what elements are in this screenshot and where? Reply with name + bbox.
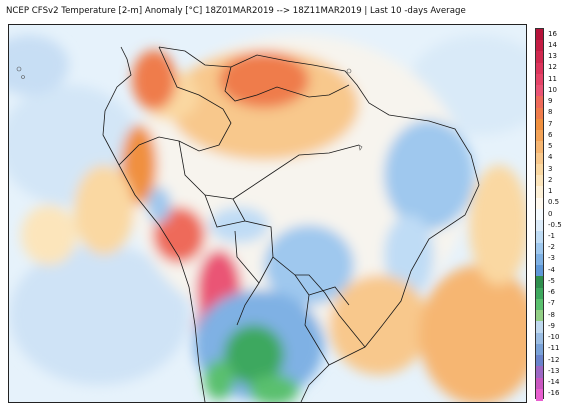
colorbar-tick-label: 6 (548, 130, 553, 139)
colorbar-swatch (536, 62, 543, 75)
colorbar-swatch (536, 298, 543, 311)
colorbar-tick-label: -3 (548, 254, 555, 263)
colorbar-tick-label: -1 (548, 231, 555, 240)
lakes-islands (16, 66, 363, 151)
colorbar-tick-label: 2 (548, 175, 553, 184)
anomaly-field (9, 35, 526, 402)
colorbar-swatch (536, 73, 543, 86)
colorbar-swatch (536, 321, 543, 334)
map-canvas (9, 25, 526, 402)
colorbar-tick-label: 3 (548, 164, 553, 173)
colorbar-tick-label: 13 (548, 52, 557, 61)
colorbar-tick-label: -5 (548, 276, 555, 285)
colorbar-swatch (536, 310, 543, 323)
colorbar-swatch (536, 287, 543, 300)
colorbar-swatch (536, 29, 543, 41)
anomaly-map (8, 24, 527, 403)
colorbar-swatch (536, 332, 543, 345)
colorbar-swatch (536, 265, 543, 278)
colorbar-tick-label: -8 (548, 310, 555, 319)
colorbar-tick-label: 8 (548, 108, 553, 117)
colorbar-swatch (536, 197, 543, 210)
colorbar-tick-label: 4 (548, 153, 553, 162)
colorbar-swatch (536, 276, 543, 289)
colorbar-swatch (536, 152, 543, 165)
colorbar-tick-label: -16 (548, 389, 560, 398)
colorbar-tick-label: -9 (548, 321, 555, 330)
colorbar-tick-label: -7 (548, 299, 555, 308)
colorbar-tick-label: -13 (548, 366, 560, 375)
colorbar-swatch (536, 51, 543, 64)
colorbar-swatch (536, 366, 543, 379)
colorbar-swatch (536, 377, 543, 390)
colorbar-tick-label: 14 (548, 40, 557, 49)
colorbar-tick-label: -14 (548, 378, 560, 387)
colorbar-tick-label: 1 (548, 187, 553, 195)
colorbar-swatch (536, 85, 543, 98)
colorbar-tick-label: 12 (548, 63, 557, 72)
colorbar-tick-label: 10 (548, 85, 557, 94)
colorbar-tick-label: 7 (548, 119, 553, 128)
colorbar-swatch (536, 130, 543, 143)
colorbar-tick-label: 9 (548, 97, 553, 106)
colorbar-tick-label: 5 (548, 142, 553, 151)
map-title: NCEP CFSv2 Temperature [2-m] Anomaly [°C… (6, 6, 466, 16)
colorbar-swatch (536, 141, 543, 154)
colorbar-tick-label: -4 (548, 265, 555, 274)
colorbar (535, 28, 544, 401)
colorbar-swatch (536, 220, 543, 233)
colorbar-swatch (536, 107, 543, 120)
colorbar-swatch (536, 163, 543, 176)
colorbar-tick-label: 16 (548, 29, 557, 38)
colorbar-tick-label: 0.5 (548, 198, 560, 207)
colorbar-swatch (536, 96, 543, 109)
colorbar-tick-label: -12 (548, 355, 560, 364)
colorbar-swatch (536, 186, 543, 199)
colorbar-swatch (536, 343, 543, 356)
colorbar-swatch (536, 253, 543, 266)
colorbar-tick-label: -0.5 (548, 220, 562, 229)
colorbar-swatch (536, 118, 543, 131)
colorbar-swatch (536, 388, 543, 401)
colorbar-tick-label: -6 (548, 288, 555, 297)
colorbar-swatch (536, 231, 543, 244)
colorbar-tick-label: 11 (548, 74, 557, 83)
colorbar-tick-label: -2 (548, 243, 555, 252)
country-borders (102, 46, 480, 402)
colorbar-swatch (536, 208, 543, 221)
colorbar-tick-label: -10 (548, 333, 560, 342)
colorbar-swatch (536, 355, 543, 368)
colorbar-swatch (536, 175, 543, 188)
colorbar-swatch (536, 242, 543, 255)
colorbar-tick-label: -11 (548, 344, 560, 353)
colorbar-tick-label: 0 (548, 209, 553, 218)
colorbar-swatch (536, 40, 543, 53)
